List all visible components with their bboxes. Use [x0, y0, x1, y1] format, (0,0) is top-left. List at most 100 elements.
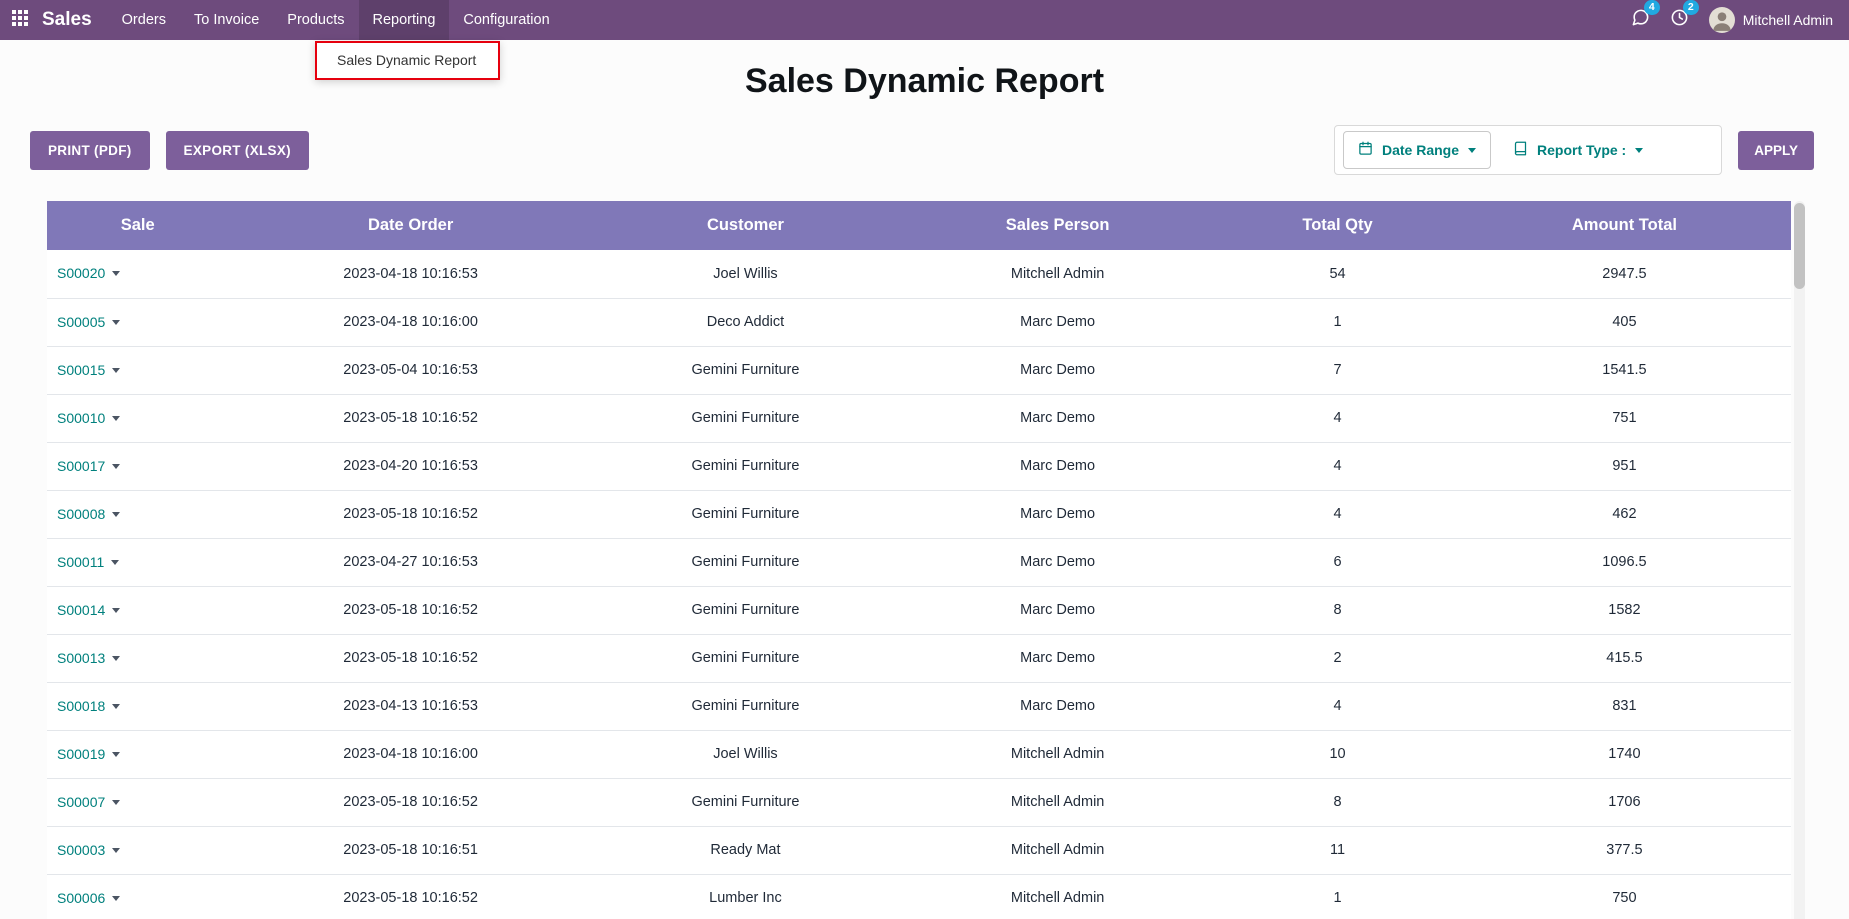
app-brand[interactable]: Sales [42, 9, 92, 30]
sale-cell: S00010 [47, 394, 229, 443]
column-header: Customer [592, 201, 899, 250]
table-cell: Gemini Furniture [592, 394, 899, 443]
table-cell: Marc Demo [898, 586, 1218, 635]
vertical-scrollbar[interactable] [1794, 201, 1805, 919]
sale-order-link[interactable]: S00005 [57, 313, 106, 330]
caret-down-icon[interactable] [112, 319, 121, 325]
table-cell: 2023-04-18 10:16:00 [228, 298, 593, 347]
table-cell: 1541.5 [1457, 346, 1791, 395]
table-cell: 10 [1217, 730, 1458, 779]
caret-down-icon[interactable] [112, 799, 121, 805]
sale-order-link[interactable]: S00019 [57, 745, 106, 762]
table-cell: 1740 [1457, 730, 1791, 779]
table-cell: Gemini Furniture [592, 586, 899, 635]
sale-cell: S00011 [47, 538, 229, 587]
caret-down-icon[interactable] [112, 511, 121, 517]
sale-order-link[interactable]: S00008 [57, 505, 106, 522]
table-cell: Mitchell Admin [898, 874, 1218, 919]
table-cell: Marc Demo [898, 442, 1218, 491]
nav-item-orders[interactable]: Orders [121, 12, 166, 28]
caret-down-icon[interactable] [112, 703, 121, 709]
column-header: Sales Person [898, 201, 1218, 250]
messages-button[interactable]: 4 [1631, 0, 1660, 32]
sale-order-link[interactable]: S00006 [57, 889, 106, 906]
caret-down-icon[interactable] [112, 607, 121, 613]
scrollbar-thumb[interactable] [1794, 203, 1805, 289]
reporting-dropdown: Sales Dynamic Report [315, 41, 501, 80]
table-cell: 751 [1457, 394, 1791, 443]
sale-order-link[interactable]: S00011 [57, 553, 105, 570]
table-cell: Mitchell Admin [898, 250, 1218, 299]
table-cell: 4 [1217, 490, 1458, 539]
sale-order-link[interactable]: S00015 [57, 361, 106, 378]
navbar-left: Sales Orders To Invoice Products Reporti… [0, 0, 564, 40]
table-cell: 8 [1217, 778, 1458, 827]
table-cell: Mitchell Admin [898, 826, 1218, 875]
sale-order-link[interactable]: S00013 [57, 649, 106, 666]
date-range-label: Date Range [1381, 142, 1460, 158]
report-type-label: Report Type : [1537, 142, 1627, 158]
table-cell: 462 [1457, 490, 1791, 539]
table-cell: 415.5 [1457, 634, 1791, 683]
sale-cell: S00008 [47, 490, 229, 539]
table-cell: Joel Willis [592, 730, 899, 779]
table-cell: 8 [1217, 586, 1458, 635]
table-cell: Marc Demo [898, 538, 1218, 587]
sales-report-table: Sale Date Order Customer Sales Person Total … [47, 201, 1791, 919]
caret-down-icon[interactable] [111, 559, 120, 565]
activities-count-badge: 2 [1682, 0, 1699, 15]
sale-cell: S00017 [47, 442, 229, 491]
table-cell: Mitchell Admin [898, 778, 1218, 827]
table-cell: 2023-05-18 10:16:52 [228, 874, 593, 919]
table-row: S00014 2023-05-18 10:16:52 Gemini Furnitur… [47, 586, 1791, 635]
sale-order-link[interactable]: S00017 [57, 457, 106, 474]
report-type-dropdown[interactable]: Report Type : [1509, 141, 1713, 159]
filters-group: Date Range Report Type : APPLY [1333, 125, 1814, 175]
report-table-container: Sale Date Order Customer Sales Person Total … [47, 201, 1805, 919]
sale-order-link[interactable]: S00020 [57, 265, 106, 282]
table-cell: 2023-04-18 10:16:53 [228, 250, 593, 299]
sale-order-link[interactable]: S00010 [57, 409, 106, 426]
table-row: S00020 2023-04-18 10:16:53 Joel Willis Mitc… [47, 250, 1791, 299]
caret-down-icon[interactable] [112, 895, 121, 901]
page-title: Sales Dynamic Report [744, 62, 1105, 100]
table-cell: Gemini Furniture [592, 538, 899, 587]
caret-down-icon[interactable] [112, 751, 121, 757]
nav-item-products[interactable]: Products [287, 12, 345, 28]
nav-item-reporting[interactable]: Reporting [358, 0, 450, 40]
user-menu[interactable]: Mitchell Admin [1708, 7, 1833, 33]
caret-down-icon[interactable] [112, 271, 121, 277]
table-cell: 2023-04-27 10:16:53 [228, 538, 593, 587]
sale-cell: S00020 [47, 250, 229, 299]
export-xlsx-button[interactable]: EXPORT (XLSX) [165, 130, 309, 170]
sale-order-link[interactable]: S00007 [57, 793, 106, 810]
caret-down-icon[interactable] [112, 367, 121, 373]
caret-down-icon[interactable] [112, 415, 121, 421]
caret-down-icon[interactable] [112, 847, 121, 853]
caret-down-icon[interactable] [112, 463, 121, 469]
table-cell: Marc Demo [898, 394, 1218, 443]
sale-order-link[interactable]: S00018 [57, 697, 106, 714]
sale-cell: S00003 [47, 826, 229, 875]
table-cell: 951 [1457, 442, 1791, 491]
menu-item-sales-dynamic-report[interactable]: Sales Dynamic Report [317, 43, 499, 78]
table-cell: 2023-05-18 10:16:52 [228, 586, 593, 635]
sale-order-link[interactable]: S00014 [57, 601, 106, 618]
table-row: S00018 2023-04-13 10:16:53 Gemini Furnitur… [47, 682, 1791, 731]
table-cell: 405 [1457, 298, 1791, 347]
table-cell: 11 [1217, 826, 1458, 875]
calendar-icon [1358, 141, 1373, 159]
date-range-dropdown[interactable]: Date Range [1342, 131, 1492, 169]
caret-down-icon[interactable] [112, 655, 121, 661]
nav-item-to-invoice[interactable]: To Invoice [193, 12, 260, 28]
user-avatar [1708, 7, 1735, 33]
sale-order-link[interactable]: S00003 [57, 841, 106, 858]
apps-menu-button[interactable] [0, 0, 40, 40]
navbar-right: 4 2 Mitchell Admin [1631, 0, 1849, 40]
book-icon [1513, 141, 1528, 159]
print-pdf-button[interactable]: PRINT (PDF) [30, 130, 150, 170]
nav-item-configuration[interactable]: Configuration [463, 12, 550, 28]
apply-button[interactable]: APPLY [1738, 130, 1814, 170]
activities-button[interactable]: 2 [1670, 0, 1699, 32]
table-row: S00015 2023-05-04 10:16:53 Gemini Furnitur… [47, 346, 1791, 395]
